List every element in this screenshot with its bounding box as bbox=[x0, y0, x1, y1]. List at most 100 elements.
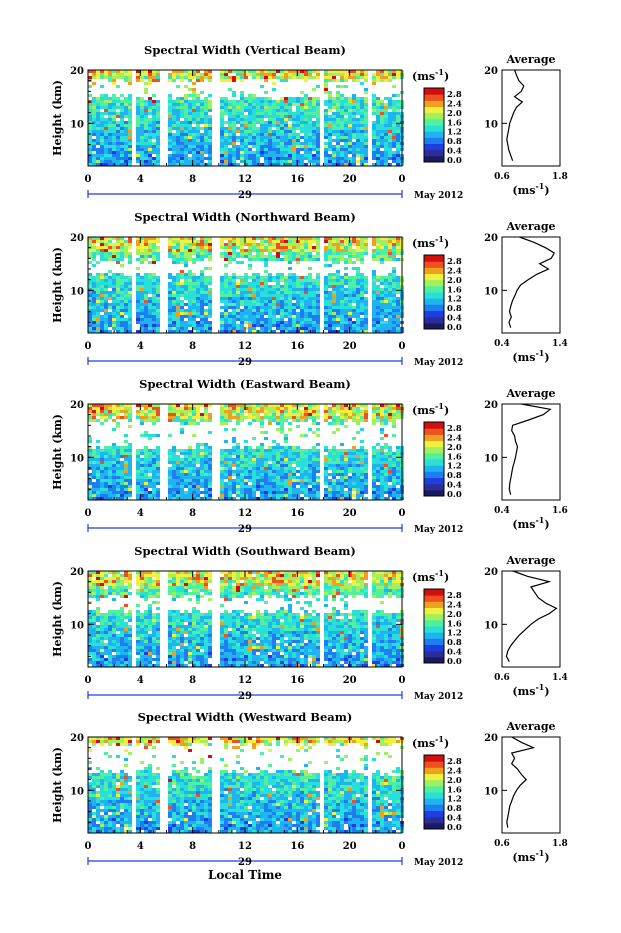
colorbar-tick-label: 0.0 bbox=[447, 323, 462, 333]
x-tick-label: 12 bbox=[238, 341, 252, 352]
colorbar-segment bbox=[424, 651, 444, 658]
x-tick-label: 16 bbox=[290, 508, 304, 519]
avg-y-tick-label: 10 bbox=[484, 119, 498, 130]
average-x-axis-title: (ms-1) bbox=[512, 348, 549, 364]
date-day: 29 bbox=[238, 691, 252, 702]
x-tick-label: 20 bbox=[343, 174, 357, 185]
y-tick-label: 10 bbox=[70, 119, 84, 130]
date-month-year: May 2012 bbox=[414, 525, 463, 535]
colorbar-segment bbox=[424, 471, 444, 478]
colorbar-segment bbox=[424, 317, 444, 324]
colorbar-unit: (ms-1) bbox=[412, 401, 449, 417]
colorbar-segment bbox=[424, 261, 444, 268]
panel-title: Spectral Width (Westward Beam) bbox=[138, 710, 353, 724]
avg-x-tick-label: 0.4 bbox=[494, 339, 510, 349]
colorbar-segment bbox=[424, 267, 444, 274]
panel-3: Spectral Width (Eastward Beam) Height (km… bbox=[51, 377, 568, 535]
colorbar-segment bbox=[424, 620, 444, 627]
x-tick-label: 12 bbox=[238, 508, 252, 519]
colorbar-segment bbox=[424, 131, 444, 138]
colorbar-segment bbox=[424, 811, 444, 818]
y-axis-title: Height (km) bbox=[51, 414, 64, 490]
y-tick-label: 10 bbox=[70, 286, 84, 297]
y-tick-label: 10 bbox=[70, 453, 84, 464]
average-line bbox=[509, 404, 550, 495]
colorbar-segment bbox=[424, 767, 444, 774]
x-tick-label: 0 bbox=[399, 174, 406, 185]
colorbar-segment bbox=[424, 601, 444, 608]
date-day: 29 bbox=[238, 857, 252, 868]
colorbar-segment bbox=[424, 255, 444, 262]
avg-x-tick-label: 1.8 bbox=[552, 172, 568, 182]
colorbar-segment bbox=[424, 428, 444, 435]
average-title: Average bbox=[505, 720, 555, 733]
x-tick-label: 16 bbox=[290, 174, 304, 185]
avg-y-tick-label: 20 bbox=[484, 400, 498, 411]
avg-y-tick-label: 20 bbox=[484, 733, 498, 744]
colorbar-segment bbox=[424, 484, 444, 491]
x-tick-label: 0 bbox=[85, 841, 92, 852]
colorbar-segment bbox=[424, 119, 444, 126]
colorbar-tick-label: 0.0 bbox=[447, 156, 462, 166]
colorbar-segment bbox=[424, 422, 444, 429]
average-line bbox=[506, 571, 556, 662]
colorbar-segment bbox=[424, 434, 444, 441]
x-tick-label: 4 bbox=[137, 341, 144, 352]
panel-title: Spectral Width (Northward Beam) bbox=[134, 210, 356, 224]
x-tick-label: 16 bbox=[290, 841, 304, 852]
average-x-axis-title: (ms-1) bbox=[512, 515, 549, 531]
colorbar-segment bbox=[424, 595, 444, 602]
panel-1: Spectral Width (Vertical Beam)Height (km… bbox=[51, 43, 568, 201]
colorbar-segment bbox=[424, 817, 444, 824]
x-tick-label: 20 bbox=[343, 341, 357, 352]
x-tick-label: 0 bbox=[85, 341, 92, 352]
colorbar-segment bbox=[424, 286, 444, 293]
colorbar-segment bbox=[424, 94, 444, 101]
colorbar-segment bbox=[424, 792, 444, 799]
average-x-axis-title: (ms-1) bbox=[512, 682, 549, 698]
avg-x-tick-label: 0.6 bbox=[494, 839, 510, 849]
date-day: 29 bbox=[238, 190, 252, 201]
average-frame bbox=[502, 571, 560, 667]
panel-title: Spectral Width (Southward Beam) bbox=[134, 544, 356, 558]
colorbar-segment bbox=[424, 755, 444, 762]
x-tick-label: 0 bbox=[85, 508, 92, 519]
heatmap-cells bbox=[88, 404, 404, 500]
average-x-axis-title: (ms-1) bbox=[512, 181, 549, 197]
avg-y-tick-label: 20 bbox=[484, 233, 498, 244]
heatmap-cells bbox=[88, 737, 404, 833]
colorbar-segment bbox=[424, 774, 444, 781]
colorbar-segment bbox=[424, 274, 444, 281]
y-axis-title: Height (km) bbox=[51, 80, 64, 156]
average-x-axis-title: (ms-1) bbox=[512, 848, 549, 864]
colorbar-segment bbox=[424, 144, 444, 151]
colorbar-segment bbox=[424, 614, 444, 621]
heatmap-cells bbox=[88, 571, 404, 667]
colorbar-segment bbox=[424, 459, 444, 466]
x-axis-title: Local Time bbox=[208, 868, 282, 882]
x-tick-label: 20 bbox=[343, 675, 357, 686]
date-month-year: May 2012 bbox=[414, 358, 463, 368]
x-tick-label: 20 bbox=[343, 841, 357, 852]
avg-y-tick-label: 10 bbox=[484, 453, 498, 464]
colorbar-segment bbox=[424, 298, 444, 305]
colorbar-segment bbox=[424, 311, 444, 318]
colorbar-segment bbox=[424, 113, 444, 120]
y-axis-title: Height (km) bbox=[51, 581, 64, 657]
average-title: Average bbox=[505, 554, 555, 567]
colorbar-segment bbox=[424, 645, 444, 652]
colorbar-segment bbox=[424, 88, 444, 95]
panel-title: Spectral Width (Eastward Beam) bbox=[139, 377, 351, 391]
panel-4: Spectral Width (Southward Beam) Height (k… bbox=[51, 544, 568, 702]
average-line bbox=[509, 237, 554, 328]
x-tick-label: 0 bbox=[85, 675, 92, 686]
x-tick-label: 0 bbox=[399, 341, 406, 352]
average-title: Average bbox=[505, 53, 555, 66]
x-tick-label: 12 bbox=[238, 174, 252, 185]
colorbar-segment bbox=[424, 465, 444, 472]
x-tick-label: 8 bbox=[189, 341, 196, 352]
date-month-year: May 2012 bbox=[414, 191, 463, 201]
colorbar-segment bbox=[424, 626, 444, 633]
colorbar-segment bbox=[424, 589, 444, 596]
